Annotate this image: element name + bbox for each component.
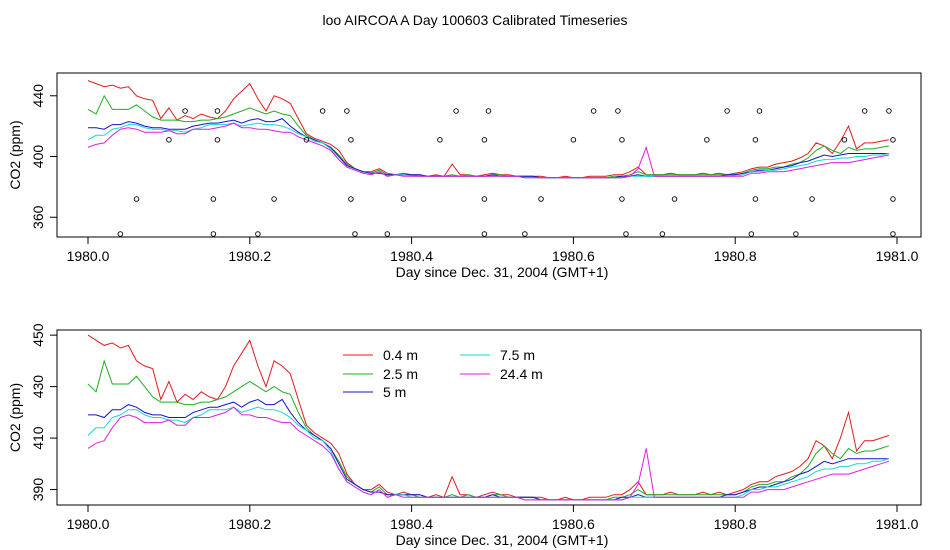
- sample-marker: [522, 231, 528, 237]
- series-line-5-m: [88, 398, 889, 501]
- sample-marker: [570, 137, 577, 143]
- sample-marker: [861, 108, 868, 114]
- sample-marker: [890, 231, 896, 237]
- x-tick-label: 1980.8: [714, 516, 757, 532]
- sample-marker: [319, 108, 326, 114]
- x-tick-label: 1980.6: [552, 248, 595, 264]
- sample-marker: [671, 196, 678, 202]
- sample-marker: [400, 196, 407, 202]
- series-line-2-5-m: [87, 94, 889, 179]
- sample-marker: [214, 108, 221, 114]
- sample-marker: [724, 108, 730, 114]
- plot-frame: [56, 72, 922, 238]
- sample-marker: [214, 137, 221, 143]
- chart-panel-1: [50, 72, 922, 244]
- legend-label: 0.4 m: [383, 347, 418, 363]
- y-tick-label: 410: [30, 426, 46, 450]
- x-tick-label: 1980.4: [390, 516, 433, 532]
- x-tick-label: 1980.0: [67, 516, 110, 532]
- x-tick-label: 1980.8: [714, 248, 757, 264]
- sample-marker: [809, 196, 815, 202]
- plot-frame: [56, 329, 922, 506]
- sample-marker: [886, 108, 892, 114]
- series-line-2-5-m: [87, 359, 890, 501]
- sample-marker: [133, 196, 140, 202]
- x-tick-label: 1980.2: [228, 248, 271, 264]
- sample-marker: [752, 137, 759, 143]
- sample-marker: [166, 137, 172, 143]
- x-tick-label: 1980.4: [390, 248, 433, 264]
- sample-marker: [271, 196, 277, 202]
- y-tick-label: 360: [30, 205, 46, 229]
- legend-label: 7.5 m: [500, 347, 535, 363]
- sample-marker: [659, 231, 666, 237]
- sample-marker: [590, 108, 597, 114]
- sample-marker: [756, 108, 763, 114]
- sample-marker: [117, 231, 124, 237]
- sample-marker: [748, 231, 755, 237]
- sample-marker: [704, 137, 710, 143]
- sample-marker: [481, 137, 488, 143]
- sample-marker: [841, 137, 848, 143]
- sample-marker: [384, 231, 391, 237]
- legend-label: 2.5 m: [383, 366, 418, 382]
- sample-marker: [793, 231, 799, 237]
- x-tick-label: 1981.0: [876, 248, 919, 264]
- sample-marker: [352, 231, 358, 237]
- sample-marker: [752, 196, 759, 202]
- sample-marker: [623, 231, 629, 237]
- sample-marker: [890, 137, 896, 143]
- x-tick-label: 1980.6: [552, 516, 595, 532]
- sample-marker: [348, 196, 354, 202]
- page-title: loo AIRCOA A Day 100603 Calibrated Times…: [322, 12, 628, 28]
- sample-marker: [210, 231, 217, 237]
- sample-marker: [344, 108, 350, 114]
- series-line-0-4-m: [87, 334, 890, 501]
- chart-panel-2: [50, 329, 922, 512]
- sample-marker: [481, 231, 488, 237]
- sample-marker: [303, 137, 310, 143]
- sample-marker: [255, 231, 261, 237]
- sample-marker: [485, 108, 492, 114]
- y-tick-label: 390: [30, 478, 46, 502]
- y-tick-label: 430: [30, 375, 46, 399]
- legend-label: 24.4 m: [500, 366, 543, 382]
- sample-marker: [210, 196, 217, 202]
- series-line-7-5-m: [87, 406, 890, 501]
- y-tick-label: 440: [30, 84, 46, 108]
- sample-marker: [619, 196, 625, 202]
- sample-marker: [890, 196, 896, 202]
- x-tick-label: 1980.0: [67, 248, 110, 264]
- y-axis-label: CO2 (ppm): [7, 383, 23, 452]
- series-line-5-m: [88, 118, 889, 179]
- sample-marker: [538, 196, 544, 202]
- sample-marker: [615, 108, 621, 114]
- x-axis-label: Day since Dec. 31, 2004 (GMT+1): [396, 532, 609, 548]
- legend-label: 5 m: [383, 384, 406, 400]
- sample-marker: [437, 137, 443, 143]
- y-tick-label: 400: [30, 145, 46, 169]
- x-tick-label: 1981.0: [876, 516, 919, 532]
- sample-marker: [619, 137, 625, 143]
- y-tick-label: 450: [30, 323, 46, 347]
- sample-marker: [481, 196, 488, 202]
- x-tick-label: 1980.2: [228, 516, 271, 532]
- series-line-24-4-m: [87, 406, 890, 501]
- sample-marker: [348, 137, 354, 143]
- series-line-24-4-m: [87, 122, 889, 179]
- series-line-0-4-m: [87, 80, 889, 179]
- y-axis-label: CO2 (ppm): [7, 120, 23, 189]
- x-axis-label: Day since Dec. 31, 2004 (GMT+1): [396, 264, 609, 280]
- sample-marker: [453, 108, 459, 114]
- sample-marker: [182, 108, 188, 114]
